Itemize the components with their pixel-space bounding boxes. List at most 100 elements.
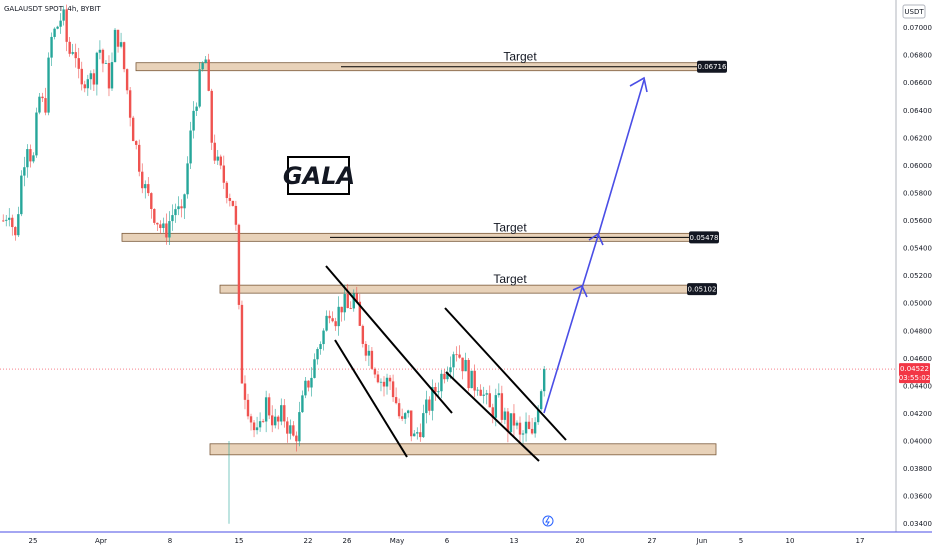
candle-body-69 [210,90,213,143]
y-tick-0: 0.07000 [903,24,932,32]
candle-body-99 [301,395,304,413]
candle-body-87 [264,397,268,422]
target-price-label-bg-2 [687,283,717,296]
candle-body-154 [467,359,470,389]
candle-body-179 [542,369,546,392]
candle-body-122 [370,350,374,369]
candle-body-113 [343,294,346,313]
candle-body-67 [204,59,207,64]
candle-body-60 [183,194,186,209]
candle-body-161 [488,393,491,408]
candle-body-82 [249,416,253,423]
y-tick-10: 0.05000 [903,300,932,308]
symbol-title: GALAUSDT SPOT, 4h, BYBIT [4,5,101,13]
lightning-icon[interactable] [542,515,554,527]
x-tick-12: 5 [739,537,743,545]
x-tick-6: May [390,537,404,545]
candle-body-141 [428,399,431,411]
candle-body-165 [500,393,504,420]
currency-badge[interactable] [902,4,926,19]
candle-body-13 [41,96,44,99]
candle-body-53 [162,223,165,229]
candle-body-129 [391,381,395,398]
candle-body-169 [512,413,516,426]
x-tick-2: 8 [168,537,172,545]
candle-body-135 [410,410,413,437]
candle-body-16 [50,36,53,58]
y-tick-14: 0.04200 [903,410,932,418]
candle-body-54 [165,223,168,238]
candle-body-127 [385,377,389,387]
candle-body-84 [255,427,259,431]
candle-body-172 [521,433,525,435]
candle-body-47 [144,184,147,189]
candle-body-34 [104,63,108,64]
time-axis[interactable]: 25 Apr 8 15 22 26 May 6 13 20 27 Jun 5 10 17 [29,537,865,545]
y-tick-17: 0.03600 [903,493,932,501]
x-tick-11: Jun [696,537,708,545]
candle-body-151 [458,354,461,358]
candle-body-6 [20,175,23,215]
candle-body-64 [195,106,198,111]
candle-body-118 [358,301,362,326]
candle-body-36 [110,62,114,89]
candle-body-140 [425,399,428,414]
y-tick-12: 0.04600 [903,355,932,363]
x-tick-9: 20 [576,537,585,545]
candle-body-123 [373,368,377,375]
candle-body-101 [307,380,310,388]
candle-body-42 [128,90,132,118]
candle-body-125 [379,381,383,383]
candle-body-70 [213,142,216,161]
current-price-label-bg [899,363,930,384]
candle-body-32 [98,49,102,53]
candle-body-56 [171,215,174,222]
y-tick-11: 0.04800 [903,327,932,335]
candle-body-132 [400,416,404,419]
y-tick-18: 0.03400 [903,520,932,528]
candle-body-166 [503,411,507,420]
candle-body-163 [494,395,498,418]
candle-body-171 [518,422,522,435]
candle-body-52 [159,224,162,229]
candle-body-85 [258,421,262,428]
candle-body-28 [86,79,90,89]
candle-body-111 [337,306,340,327]
candle-body-14 [44,98,47,113]
candle-body-108 [328,315,331,319]
candle-body-102 [310,377,313,388]
candles [2,4,546,524]
y-tick-13: 0.04400 [903,382,932,390]
candle-body-86 [261,421,265,422]
candle-body-15 [47,57,50,113]
target-price-label-bg-1 [689,231,719,244]
y-tick-2: 0.06600 [903,79,932,87]
candle-body-25 [77,58,80,69]
candle-body-33 [101,49,105,64]
candle-body-26 [80,68,83,85]
candle-body-3 [11,217,14,228]
projection-arrows [543,76,648,414]
candle-body-152 [461,357,464,372]
candle-body-170 [515,422,519,426]
price-axis[interactable]: 0.07000 0.06800 0.06600 0.06400 0.06200 0.060… [903,24,932,528]
target-label-2: Target [493,272,527,286]
target-price-label-0: 0.06716 [698,63,727,71]
candle-body-66 [201,63,204,70]
x-tick-7: 6 [445,537,450,545]
y-tick-15: 0.04000 [903,438,932,446]
candle-body-27 [83,84,86,89]
candle-body-62 [189,130,192,164]
candle-body-153 [464,359,467,372]
candle-body-136 [413,433,416,437]
candle-body-76 [231,200,235,206]
candle-body-75 [228,198,232,201]
candle-body-92 [280,405,283,422]
candle-body-109 [331,318,334,322]
x-tick-0: 25 [29,537,38,545]
candle-body-160 [485,393,488,395]
target-price-label-bg-0 [697,60,727,73]
candle-body-120 [364,343,368,356]
target-price-label-2: 0.05102 [688,286,717,294]
